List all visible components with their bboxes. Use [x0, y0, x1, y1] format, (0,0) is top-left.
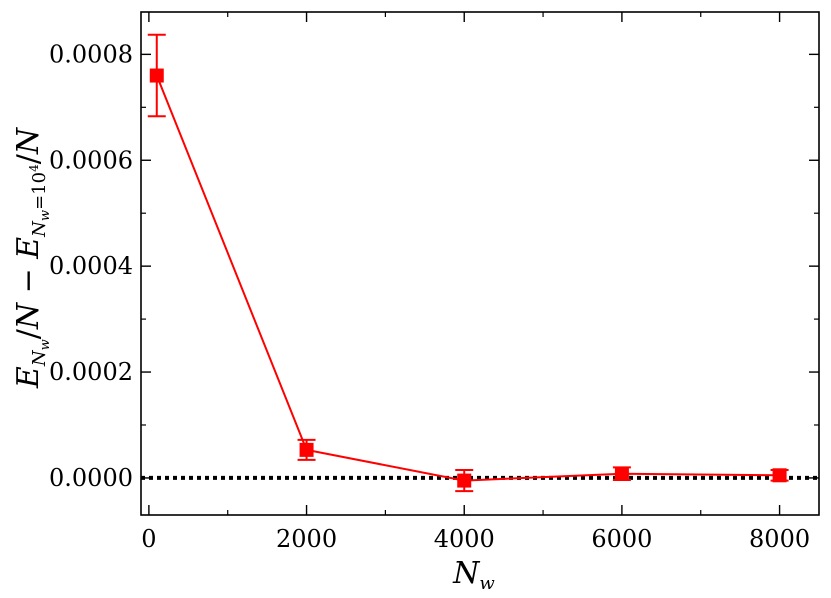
y-tick-label: 0.0004	[49, 252, 133, 280]
x-tick-label: 6000	[591, 525, 652, 553]
x-axis-label: Nw	[452, 556, 495, 594]
data-point	[299, 442, 314, 457]
x-tick-label: 0	[141, 525, 156, 553]
x-tick-label: 4000	[434, 525, 495, 553]
y-axis-label: ENw/N − ENw=104/N	[11, 126, 53, 389]
y-tick-label: 0.0000	[49, 464, 133, 492]
data-point	[457, 473, 472, 488]
plot-area	[141, 33, 819, 493]
series-line	[155, 75, 780, 482]
data-point	[772, 468, 787, 483]
x-tick-label: 2000	[276, 525, 337, 553]
y-tick-label: 0.0006	[49, 146, 133, 174]
axis-ticks: 0 2000 4000 6000 8000 0.0000 0.0002 0.0004 0.000…	[49, 12, 819, 553]
data-point	[614, 466, 629, 481]
y-tick-label: 0.0008	[49, 40, 133, 68]
y-tick-label: 0.0002	[49, 358, 133, 386]
x-tick-label: 8000	[749, 525, 810, 553]
data-point	[149, 68, 164, 83]
plot-frame	[140, 11, 820, 516]
